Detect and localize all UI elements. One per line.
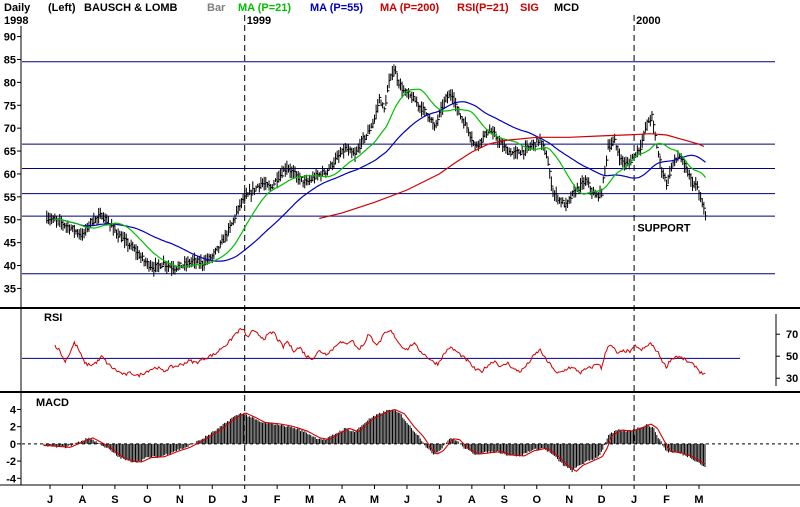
month-label: D [208, 494, 216, 506]
price-tick-label: 45 [4, 238, 16, 250]
month-label: M [305, 494, 314, 506]
price-tick-label: 65 [4, 146, 16, 158]
month-label: A [78, 494, 86, 506]
price-tick-label: 85 [4, 54, 16, 66]
rsi-tick-label: 30 [786, 373, 798, 385]
month-label: M [370, 494, 379, 506]
month-label: A [468, 494, 476, 506]
rsi-panel-title: RSI [44, 312, 62, 324]
price-tick-label: 90 [4, 32, 16, 44]
month-label: A [338, 494, 346, 506]
month-label: O [143, 494, 152, 506]
header-scale: (Left) [48, 2, 76, 14]
year-dividers: 1998 1999 2000 [4, 15, 661, 485]
macd-signal-line [43, 409, 706, 472]
month-label: N [176, 494, 184, 506]
macd-tick-label: 2 [10, 422, 16, 434]
year-label: 1998 [4, 15, 28, 27]
header-sig-label: SIG [520, 2, 539, 14]
annotations: SUPPORT [637, 223, 690, 235]
header-symbol: BAUSCH & LOMB [84, 2, 178, 14]
support-annotation: SUPPORT [637, 223, 690, 235]
year-label: 2000 [636, 15, 660, 27]
ma55-line [59, 101, 706, 262]
price-tick-label: 75 [4, 100, 16, 112]
rsi-axis: 30 50 70 [776, 329, 798, 385]
month-label: O [532, 494, 541, 506]
price-tick-label: 50 [4, 215, 16, 227]
header-ma200-label: MA (P=200) [380, 2, 440, 14]
header-ma55-label: MA (P=55) [310, 2, 363, 14]
month-label: F [274, 494, 281, 506]
month-label: F [663, 494, 670, 506]
macd-tick-label: 4 [10, 404, 17, 416]
macd-tick-label: -2 [6, 456, 16, 468]
header-macd-label: MCD [554, 2, 579, 14]
rsi-tick-label: 70 [786, 329, 798, 341]
month-label: N [565, 494, 573, 506]
moving-averages [54, 88, 706, 268]
month-label: S [501, 494, 508, 506]
macd-tick-label: 0 [10, 439, 16, 451]
month-label: M [694, 494, 703, 506]
month-label: J [242, 494, 248, 506]
rsi-tick-label: 50 [786, 351, 798, 363]
month-label: J [631, 494, 637, 506]
month-label: J [47, 494, 53, 506]
rsi-line [54, 328, 706, 378]
macd-axis: -4 -2 0 2 4 [6, 404, 21, 485]
month-label: D [598, 494, 606, 506]
price-tick-label: 35 [4, 283, 16, 295]
ma200-line [319, 133, 705, 219]
month-label: S [111, 494, 118, 506]
price-axis: 35 40 45 50 55 60 65 70 75 80 85 90 [4, 32, 21, 295]
macd-panel-title: MACD [36, 397, 69, 409]
macd-series [22, 409, 800, 473]
price-tick-label: 60 [4, 169, 16, 181]
price-tick-label: 55 [4, 192, 16, 204]
macd-tick-label: -4 [6, 473, 17, 485]
rsi-series [22, 328, 740, 378]
header-rsi-label: RSI(P=21) [457, 2, 509, 14]
month-label: J [404, 494, 410, 506]
year-label: 1999 [247, 15, 271, 27]
header-period: Daily [4, 2, 31, 14]
header-ma21-label: MA (P=21) [238, 2, 291, 14]
month-label: J [436, 494, 442, 506]
price-tick-label: 70 [4, 123, 16, 135]
header-bar-label: Bar [207, 2, 226, 14]
price-tick-label: 40 [4, 261, 16, 273]
ma21-line [54, 88, 706, 268]
price-tick-label: 80 [4, 77, 16, 89]
